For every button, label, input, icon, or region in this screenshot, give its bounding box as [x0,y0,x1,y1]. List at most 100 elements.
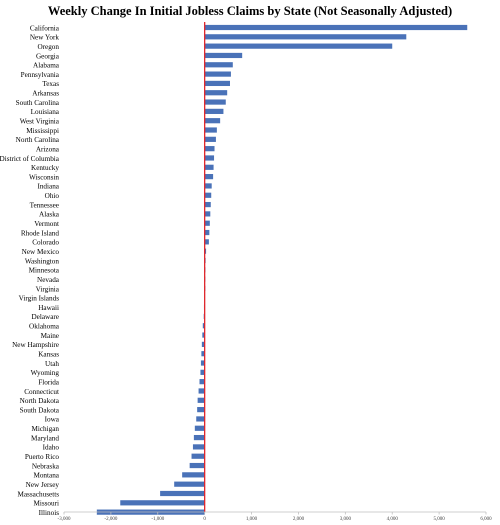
category-label-missouri: Missouri [33,500,59,508]
bar-pennsylvania [204,71,231,77]
category-label-oklahoma: Oklahoma [29,323,60,331]
bar-idaho [192,444,205,450]
category-label-new-jersey: New Jersey [26,481,60,489]
x-tick-label: 3,000 [340,517,352,522]
category-label-north-dakota: North Dakota [20,397,60,405]
category-label-illinois: Illinois [39,509,60,517]
x-tick-label: -2,000 [104,517,117,522]
bar-oregon [204,43,393,49]
category-label-pennsylvania: Pennsylvania [21,71,60,79]
category-label-south-carolina: South Carolina [16,99,60,107]
bar-missouri [120,500,205,506]
category-label-georgia: Georgia [36,52,60,60]
bar-west-virginia [204,118,221,124]
bar-north-carolina [204,136,216,142]
bar-iowa [196,416,205,422]
bar-georgia [204,52,243,59]
category-label-michigan: Michigan [31,425,59,433]
category-label-puerto-rico: Puerto Rico [25,453,60,461]
category-label-vermont: Vermont [34,220,59,228]
category-label-new-mexico: New Mexico [22,248,60,256]
category-label-kansas: Kansas [38,351,59,359]
category-label-indiana: Indiana [37,183,59,191]
x-tick-label: 2,000 [293,517,305,522]
category-label-connecticut: Connecticut [24,388,59,396]
bar-wisconsin [204,174,214,180]
bar-alaska [204,211,211,217]
category-label-florida: Florida [38,378,60,386]
category-label-colorado: Colorado [32,239,59,247]
bar-district-of-columbia [204,155,215,161]
category-label-south-dakota: South Dakota [20,406,60,414]
bar-arizona [204,146,215,152]
bar-indiana [204,183,212,189]
category-label-washington: Washington [25,257,60,265]
category-label-west-virginia: West Virginia [20,118,60,126]
bar-arkansas [204,90,228,96]
category-label-virginia: Virginia [36,285,60,293]
category-label-idaho: Idaho [43,444,60,452]
category-label-utah: Utah [45,360,59,368]
bar-new-hampshire [201,341,205,347]
bar-massachusetts [160,490,205,497]
x-tick-label: 4,000 [387,517,399,522]
category-label-new-hampshire: New Hampshire [12,341,59,349]
bar-connecticut [198,388,205,394]
bar-texas [204,80,230,87]
bar-oklahoma [202,323,205,329]
bar-rhode-island [204,229,210,236]
bar-maryland [193,434,205,441]
bar-maine [202,332,205,338]
category-label-minnesota: Minnesota [29,267,60,275]
bar-california [204,24,468,31]
bar-ohio [204,192,212,198]
category-label-massachusetts: Massachusetts [17,490,59,498]
category-label-delaware: Delaware [31,313,59,321]
category-label-north-carolina: North Carolina [16,136,60,144]
x-tick-label: 5,000 [433,517,445,522]
category-label-alabama: Alabama [33,62,60,70]
bar-new-york [204,34,407,40]
category-label-hawaii: Hawaii [38,304,59,312]
x-tick-label: -3,000 [58,517,71,522]
category-label-virgin-islands: Virgin Islands [19,295,60,303]
bar-wyoming [200,369,205,375]
bar-montana [182,472,205,478]
category-label-ohio: Ohio [45,192,60,200]
bar-vermont [204,220,210,226]
bar-louisiana [204,108,224,114]
category-label-iowa: Iowa [45,416,60,424]
category-label-oregon: Oregon [37,43,59,51]
bar-nebraska [189,462,205,469]
x-tick-label: 0 [203,517,206,522]
bar-michigan [194,425,205,431]
category-label-rhode-island: Rhode Island [21,229,60,237]
bar-tennessee [204,201,211,208]
category-label-maryland: Maryland [31,434,59,442]
bar-colorado [204,239,209,245]
category-label-nevada: Nevada [37,276,60,284]
bar-utah [200,360,205,366]
bar-puerto-rico [191,453,205,459]
category-label-arkansas: Arkansas [32,90,59,98]
bar-new-jersey [174,481,205,487]
bar-kansas [201,351,205,357]
bar-florida [199,379,205,385]
x-tick-label: -1,000 [151,517,164,522]
category-label-alaska: Alaska [39,211,60,219]
bar-south-dakota [197,407,205,413]
category-label-mississippi: Mississippi [26,127,59,135]
category-label-maine: Maine [41,332,59,340]
category-label-montana: Montana [33,472,59,480]
bar-kentucky [204,164,214,170]
category-label-nebraska: Nebraska [32,462,60,470]
bar-new-mexico [204,248,207,254]
bar-south-carolina [204,99,226,105]
chart-title: Weekly Change In Initial Jobless Claims … [47,4,453,18]
category-label-california: California [30,24,60,32]
category-label-texas: Texas [42,80,59,88]
category-label-wisconsin: Wisconsin [29,173,59,181]
bar-north-dakota [197,397,205,403]
